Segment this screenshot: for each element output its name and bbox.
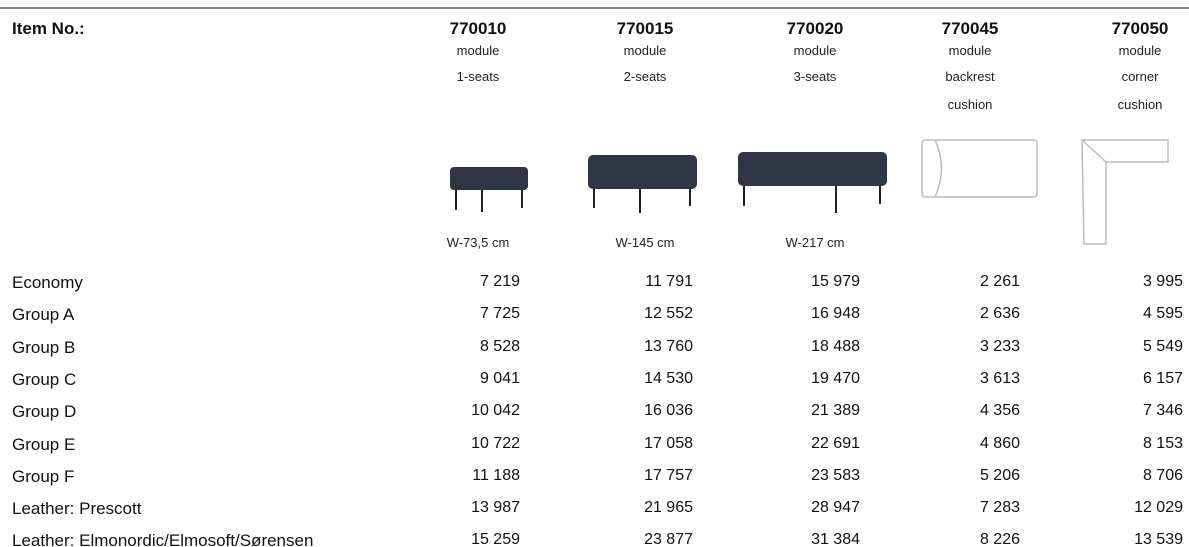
row-label: Leather: Elmonordic/Elmosoft/Sørensen <box>12 531 314 547</box>
price: 3 995 <box>1142 273 1183 290</box>
price: 10 722 <box>471 434 520 452</box>
item-description: cushion <box>947 97 993 112</box>
item-description: 3-seats <box>793 69 837 84</box>
price: 15 259 <box>471 531 520 547</box>
item-description: 1-seats <box>456 69 500 84</box>
price: 7 725 <box>479 305 520 323</box>
price: 4 860 <box>979 434 1020 452</box>
item-size: W-217 cm <box>785 235 845 250</box>
price: 8 528 <box>479 337 520 355</box>
item-description: module <box>1118 43 1162 58</box>
backrest-cushion <box>921 139 1038 198</box>
price: 23 877 <box>644 531 693 547</box>
price: 4 595 <box>1142 305 1183 323</box>
item-description: corner <box>1121 69 1159 84</box>
price: 13 987 <box>471 499 520 517</box>
price: 13 760 <box>644 337 693 355</box>
price: 5 549 <box>1142 337 1183 355</box>
price: 7 283 <box>979 499 1020 517</box>
price: 15 979 <box>811 273 860 290</box>
row-label: Group E <box>12 434 76 454</box>
item-size: W-145 cm <box>615 235 675 250</box>
row-label: Group C <box>12 369 77 389</box>
item-no-label: Item No.: <box>12 19 85 38</box>
price: 8 706 <box>1142 466 1183 484</box>
price: 2 261 <box>979 273 1020 290</box>
price: 12 029 <box>1134 499 1183 517</box>
price: 31 384 <box>811 531 860 547</box>
price: 23 583 <box>811 466 860 484</box>
item-description: module <box>623 43 667 58</box>
item-description: module <box>793 43 837 58</box>
price: 17 058 <box>644 434 693 452</box>
item-number: 770045 <box>941 19 999 38</box>
price: 9 041 <box>479 369 520 387</box>
item-description: 2-seats <box>623 69 667 84</box>
price: 12 552 <box>644 305 693 323</box>
price: 22 691 <box>811 434 860 452</box>
row-label: Group F <box>12 466 75 486</box>
price: 18 488 <box>811 337 860 355</box>
item-description: backrest <box>945 69 995 84</box>
item-description: cushion <box>1117 97 1163 112</box>
price: 13 539 <box>1134 531 1183 547</box>
price: 3 613 <box>979 369 1020 387</box>
row-label: Group A <box>12 305 75 325</box>
price: 10 042 <box>471 402 520 420</box>
price: 8 153 <box>1142 434 1183 452</box>
row-label: Group B <box>12 337 76 357</box>
bench-3-seat <box>738 152 887 213</box>
row-label: Group D <box>12 402 77 422</box>
price: 4 356 <box>979 402 1020 420</box>
price: 7 346 <box>1142 402 1183 420</box>
price: 19 470 <box>811 369 860 387</box>
price: 21 965 <box>644 499 693 517</box>
price: 7 219 <box>479 273 520 290</box>
price: 17 757 <box>644 466 693 484</box>
price: 21 389 <box>811 402 860 420</box>
price: 8 226 <box>979 531 1020 547</box>
item-description: module <box>456 43 500 58</box>
item-description: module <box>948 43 992 58</box>
item-number: 770015 <box>616 19 674 38</box>
price: 11 188 <box>472 466 520 484</box>
row-label: Economy <box>12 273 83 292</box>
bench-2-seat <box>588 155 697 213</box>
price: 3 233 <box>979 337 1020 355</box>
price: 11 791 <box>645 273 693 290</box>
price: 5 206 <box>979 466 1020 484</box>
price: 14 530 <box>644 369 693 387</box>
row-label: Leather: Prescott <box>12 499 142 519</box>
price: 16 036 <box>644 402 693 420</box>
item-number: 770020 <box>786 19 844 38</box>
bench-1-seat <box>450 167 528 212</box>
price: 6 157 <box>1142 369 1183 387</box>
item-number: 770050 <box>1111 19 1169 38</box>
item-size: W-73,5 cm <box>446 235 510 250</box>
corner-cushion <box>1081 139 1169 245</box>
item-number: 770010 <box>449 19 507 38</box>
price: 2 636 <box>979 305 1020 323</box>
price: 28 947 <box>811 499 860 517</box>
price: 16 948 <box>811 305 860 323</box>
